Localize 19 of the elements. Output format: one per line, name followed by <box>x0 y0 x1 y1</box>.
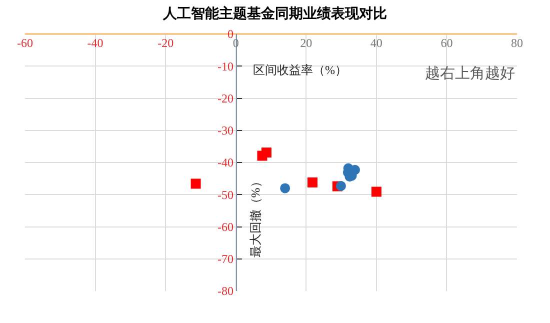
x-tick-label: 40 <box>370 36 382 50</box>
x-tick-label: -20 <box>158 36 174 50</box>
y-tick-label: -30 <box>217 124 234 138</box>
x-axis-title: 区间收益率（%） <box>253 63 347 77</box>
x-tick-label: -40 <box>87 36 104 50</box>
y-axis-title: 最大回撤（%） <box>248 176 262 258</box>
y-tick-label: -10 <box>217 59 234 74</box>
y-tick-label: -80 <box>217 284 234 298</box>
y-tick-label: -70 <box>217 252 234 266</box>
y-tick-label: -20 <box>217 91 234 106</box>
x-tick-label: -60 <box>17 36 33 50</box>
annotation: 越右上角越好 <box>425 64 515 82</box>
x-tick-label: 60 <box>440 36 453 50</box>
y-tick-label: -60 <box>217 220 234 234</box>
x-tick-label: 80 <box>511 36 523 50</box>
x-tick-label: 20 <box>300 36 312 50</box>
y-tick-label: -50 <box>217 188 234 202</box>
chart-title: 人工智能主题基金同期业绩表现对比 <box>162 4 387 22</box>
y-tick-label: -40 <box>217 156 234 170</box>
